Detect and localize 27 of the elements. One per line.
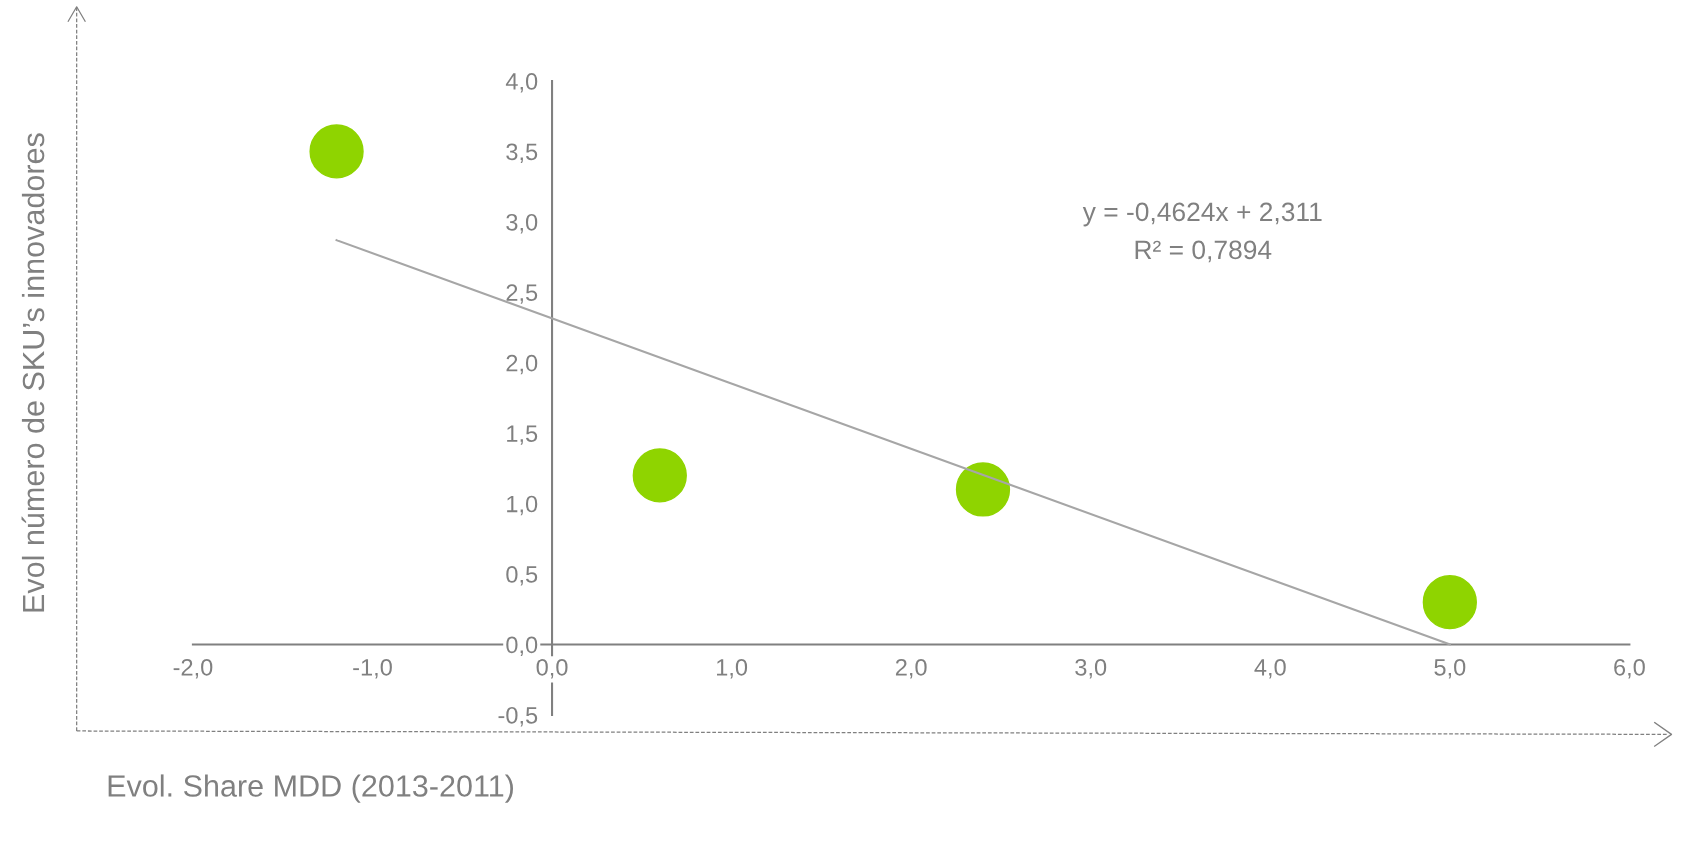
annotation: R² = 0,7894	[1135, 240, 1272, 263]
x-tick-label: -2,0	[173, 658, 213, 679]
y-tick-label: -0,5	[498, 706, 538, 727]
y-tick-label: 3,0	[506, 213, 538, 234]
point	[955, 462, 1011, 517]
y-tick-label: 1,0	[507, 495, 538, 516]
x-tick-label: 5,0	[1434, 658, 1466, 679]
x-tick-label: 3,0	[1075, 658, 1107, 679]
x-axis-title: Evol. Share MDD (2013-2011)	[108, 774, 513, 803]
point	[1422, 575, 1477, 630]
y-tick-label: 0,0	[506, 636, 538, 657]
x-tick-label: 1,0	[717, 658, 748, 679]
y-tick-label: 2,0	[506, 354, 538, 375]
x-tick-label: 4,0	[1254, 658, 1286, 679]
point	[309, 124, 364, 179]
y-tick-label: 4,0	[505, 73, 538, 93]
y-tick-label: 3,5	[506, 143, 538, 163]
x-tick-label: 0,0	[536, 658, 568, 679]
annotation: y = -0,4624x + 2,311	[1082, 202, 1322, 227]
y-tick-label: 1,5	[507, 425, 538, 445]
y-tick-label: 0,5	[506, 566, 538, 586]
x-tick-label: 6,0	[1614, 658, 1645, 679]
x-tick-label: -1,0	[353, 658, 392, 679]
point	[632, 448, 687, 503]
y-tick-label: 2,5	[506, 284, 538, 304]
x-tick-label: 2,0	[895, 658, 927, 679]
y-axis-title: Evol número de SKU’s innovadores	[21, 133, 45, 612]
